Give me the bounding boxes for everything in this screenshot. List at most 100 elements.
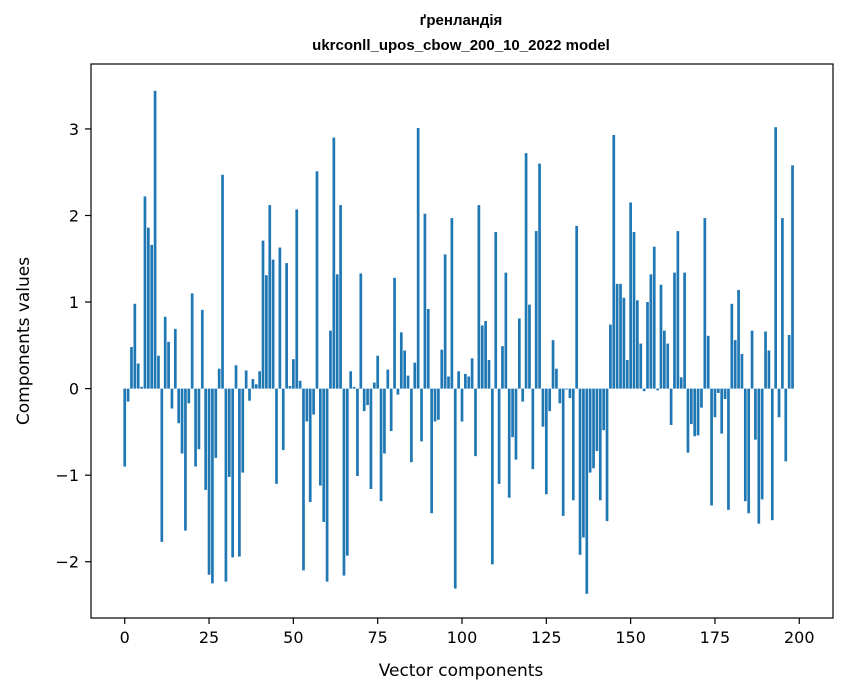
bar [170,388,174,409]
bar [632,231,636,389]
bar [777,388,781,418]
bar [764,331,767,389]
bar [615,283,619,389]
bar [605,388,609,522]
bar [757,388,761,524]
bar [217,368,221,389]
bar [646,302,649,389]
bar [244,370,248,389]
x-tick-label: 0 [120,628,130,647]
bar [227,388,231,477]
bar [582,388,585,538]
bar [197,388,201,450]
bar [568,388,572,399]
bar [592,388,595,469]
bar [258,371,261,389]
bar [369,388,373,490]
bar [167,341,170,389]
bar [636,300,639,389]
bar [298,380,302,389]
bar [578,388,582,555]
bar [740,353,744,389]
bar [133,303,137,389]
bar [460,388,464,422]
bar [123,388,127,467]
bar [362,388,366,412]
bar [386,369,390,389]
bar [727,388,730,510]
bar [602,388,606,431]
bar [558,388,562,404]
bar [295,209,299,389]
bar [383,388,386,454]
bar [565,388,568,390]
y-tick-label: 0 [69,380,79,399]
x-tick-label: 200 [784,628,815,647]
bar [750,330,754,389]
bar [517,318,521,389]
bar [598,388,602,501]
bar [716,388,720,393]
bar [544,388,548,495]
bar [180,388,184,454]
bar [136,363,140,389]
chart-title: ґренландія [420,12,503,29]
bar [706,335,710,389]
bar [163,316,167,389]
bar [571,388,575,501]
bar [315,171,319,389]
bar [524,153,528,389]
bar [491,388,494,565]
bar [464,373,467,389]
bar [234,365,238,389]
bar [528,304,531,389]
bar [399,332,403,389]
bar [747,388,751,514]
bar [423,213,427,389]
bar [703,218,707,389]
bar [248,388,251,401]
bar [625,360,629,389]
bar [511,388,514,438]
bar [278,247,282,389]
bar [214,388,218,458]
bar [656,388,659,391]
bar [241,388,245,473]
bar [403,350,407,389]
bar [737,289,740,389]
bar [271,259,275,389]
bar [585,388,589,594]
bar [288,386,292,389]
y-tick-label: 1 [69,293,79,312]
bar [561,388,565,516]
bar [781,218,784,389]
bar [612,134,616,389]
x-tick-label: 175 [700,628,731,647]
bar [190,293,194,389]
bar [457,371,460,389]
bar [743,388,747,502]
bar [204,388,208,490]
bar [319,388,322,486]
bar [372,382,376,389]
bar [150,244,154,389]
bar [531,388,535,470]
bar [207,388,211,575]
bar [683,272,686,389]
bar [413,362,417,389]
bar [143,196,147,389]
bar [642,388,646,392]
bar [359,273,363,389]
bar [153,90,157,389]
bar [575,225,579,389]
bar [292,359,295,389]
bar [507,388,511,498]
bar [281,388,285,451]
bar [238,388,241,557]
bar [693,388,697,437]
x-tick-label: 25 [199,628,219,647]
bar [433,388,437,422]
bar [420,388,423,442]
bar [443,254,447,389]
